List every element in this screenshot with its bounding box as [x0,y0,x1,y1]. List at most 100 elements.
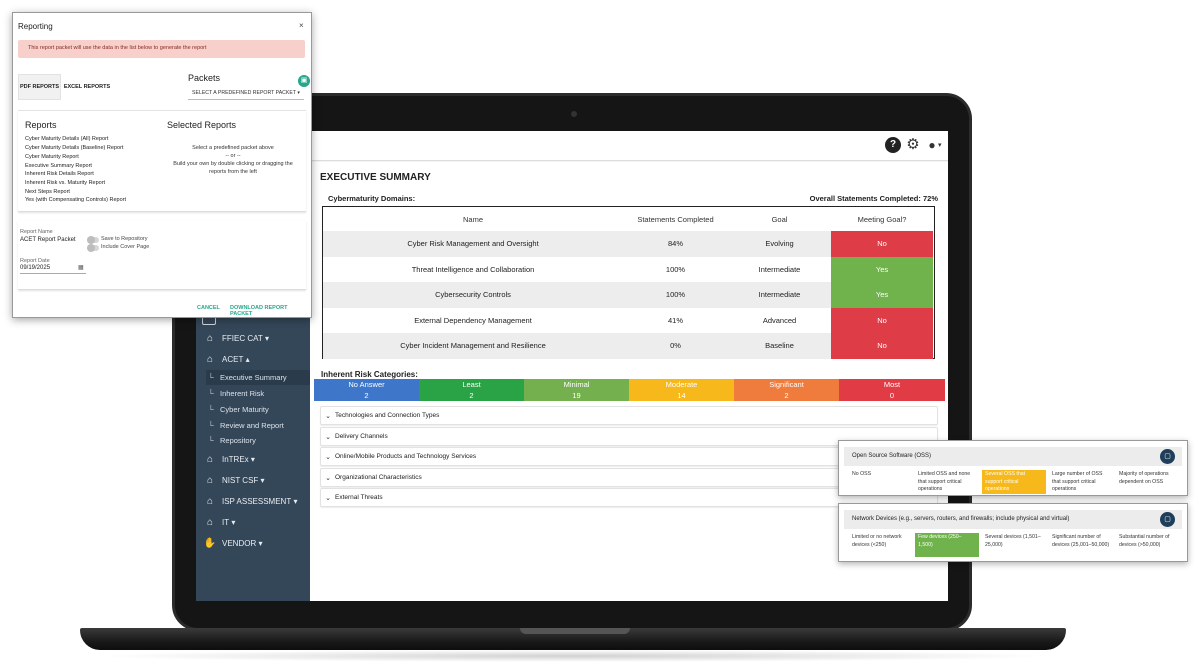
chevron-down-icon: ⌄ [325,433,331,441]
section-technologies-and-connection-types[interactable]: ⌄ Technologies and Connection Types [320,406,938,425]
risk-category-most: Most 0 [839,379,945,401]
statements-completed: 84% [667,239,683,249]
chevron-down-icon: ⌄ [325,453,331,461]
bank-icon: ⌂ [206,474,214,486]
include-cover-page-label: Include Cover Page [101,244,150,250]
cancel-button[interactable]: CANCEL [197,305,220,311]
download-report-packet-button[interactable]: DOWNLOAD REPORT PACKET [230,305,288,317]
selected-help-text: reports from the left [209,169,257,175]
statements-completed: 41% [667,315,683,325]
page-title: EXECUTIVE SUMMARY [320,172,431,183]
table-row: Cyber Incident Management and Resilience… [323,333,933,359]
sidebar-item-intrex[interactable]: ⌂ InTREx ▾ [196,449,310,469]
comment-icon[interactable]: ▢ [1160,449,1175,464]
sidebar-subitem-review-and-report[interactable]: └ Review and Report [208,421,284,430]
sidebar-item-nist-csf[interactable]: ⌂ NIST CSF ▾ [196,470,310,490]
laptop-shadow [90,650,1056,662]
cybermaturity-domains-label: Cybermaturity Domains: [328,194,416,203]
sidebar-item-isp-assessment[interactable]: ⌂ ISP ASSESSMENT ▾ [196,491,310,511]
user-icon[interactable]: ● [928,138,936,152]
selected-help-text: Select a predefined packet above [192,145,274,151]
table-row: Threat Intelligence and Collaboration 10… [323,256,933,282]
goal: Evolving [765,239,794,249]
report-item[interactable]: Executive Summary Report [25,163,92,169]
report-name-field[interactable]: ACET Report Packet [20,237,76,243]
answer-option[interactable]: Limited OSS and none that support critic… [918,471,971,492]
bank-icon: ⌂ [206,353,214,365]
answer-option[interactable]: No OSS [852,471,872,477]
laptop-notch [520,628,630,634]
section-organizational-characteristics[interactable]: ⌄ Organizational Characteristics [320,468,938,487]
card-title: Open Source Software (OSS) [844,447,1182,466]
risk-category-moderate: Moderate 14 [629,379,734,401]
tab-excel-reports[interactable]: EXCEL REPORTS [63,84,111,90]
sidebar-subitem-cyber-maturity[interactable]: └ Cyber Maturity [208,405,269,414]
comment-icon[interactable]: ▢ [1160,512,1175,527]
chevron-down-icon: ⌄ [325,412,331,420]
answer-option-selected[interactable]: Several OSS that support critical operat… [982,470,1046,494]
section-delivery-channels[interactable]: ⌄ Delivery Channels [320,427,938,446]
answer-option[interactable]: Several devices (1,501–25,000) [985,534,1041,548]
bank-icon: ⌂ [206,516,214,528]
help-icon[interactable]: ? [885,137,901,153]
modal-title: Reporting [18,22,53,31]
table-row: Cybersecurity Controls 100% Intermediate… [323,282,933,308]
answer-option[interactable]: Substantial number of devices (>50,000) [1119,534,1170,548]
meeting-goal-badge: No [831,231,933,257]
goal: Intermediate [758,264,801,274]
answer-option[interactable]: Large number of OSS that support critica… [1052,471,1103,492]
sidebar-subitem-inherent-risk[interactable]: └ Inherent Risk [208,389,265,398]
sidebar-item-acet[interactable]: ⌂ ACET ▴ [196,349,310,369]
chevron-down-icon: ⌄ [325,474,331,482]
oss-question-card: Open Source Software (OSS) ▢ No OSS Limi… [838,440,1188,496]
risk-category-significant: Significant 2 [734,379,839,401]
sidebar-subitem-repository[interactable]: └ Repository [208,436,256,445]
handshake-icon: ✋ [203,537,217,549]
domain-name: Cyber Incident Management and Resilience [400,341,546,351]
sidebar-item-it[interactable]: ⌂ IT ▾ [196,512,310,532]
statements-completed: 100% [665,264,686,274]
answer-option-selected[interactable]: Few devices (250–1,500) [915,533,979,557]
sidebar-subitem-executive-summary[interactable]: └ Executive Summary [206,370,310,385]
include-cover-page-toggle[interactable] [87,244,99,252]
lock-icon[interactable]: ▣ [298,75,310,87]
report-item[interactable]: Yes (with Compensating Controls) Report [25,197,126,203]
user-menu-caret-icon[interactable]: ▾ [938,142,942,149]
risk-category-least: Least 2 [419,379,524,401]
report-date-field[interactable]: 09/19/2025 [20,263,86,274]
reports-heading: Reports [25,120,57,130]
overall-statements-completed: Overall Statements Completed: 72% [809,194,938,203]
risk-category-no-answer: No Answer 2 [314,379,419,401]
gear-icon[interactable]: ⚙ [906,136,920,153]
answer-option[interactable]: Significant number of devices (25,001–50… [1052,534,1110,548]
table-row: External Dependency Management 41% Advan… [323,307,933,333]
save-to-repository-toggle[interactable] [87,236,99,244]
report-item[interactable]: Next Steps Report [25,189,70,195]
chevron-down-icon: ⌄ [325,494,331,502]
section-external-threats[interactable]: ⌄ External Threats [320,488,938,507]
report-item[interactable]: Inherent Risk Details Report [25,171,94,177]
report-item[interactable]: Inherent Risk vs. Maturity Report [25,180,106,186]
column-header-goal: Goal [771,214,788,224]
answer-option[interactable]: Majority of operations dependent on OSS [1119,471,1169,485]
section-online-mobile-products[interactable]: ⌄ Online/Mobile Products and Technology S… [320,447,938,466]
domains-table: Name Statements Completed Goal Meeting G… [322,206,935,359]
packets-heading: Packets [188,73,221,83]
reports-box [18,110,306,212]
packet-select[interactable]: SELECT A PREDEFINED REPORT PACKET ▾ [188,87,304,100]
selected-help-text: Build your own by double clicking or dra… [173,161,293,167]
close-icon[interactable]: × [299,21,304,30]
network-devices-question-card: Network Devices (e.g., servers, routers,… [838,503,1188,562]
alert-banner: This report packet will use the data in … [18,40,305,58]
domain-name: Threat Intelligence and Collaboration [411,264,535,274]
answer-option[interactable]: Limited or no network devices (<250) [852,534,902,548]
tab-pdf-reports[interactable]: PDF REPORTS [18,74,61,100]
calendar-icon[interactable]: ▦ [78,265,84,271]
report-item[interactable]: Cyber Maturity Report [25,154,79,160]
risk-category-minimal: Minimal 19 [524,379,629,401]
report-name-label: Report Name [20,229,53,235]
sidebar-item-ffiec-cat[interactable]: ⌂ FFIEC CAT ▾ [196,328,310,348]
sidebar-item-vendor[interactable]: ✋ VENDOR ▾ [203,537,263,549]
report-item[interactable]: Cyber Maturity Details (Baseline) Report [25,145,124,151]
report-item[interactable]: Cyber Maturity Details (All) Report [25,136,109,142]
